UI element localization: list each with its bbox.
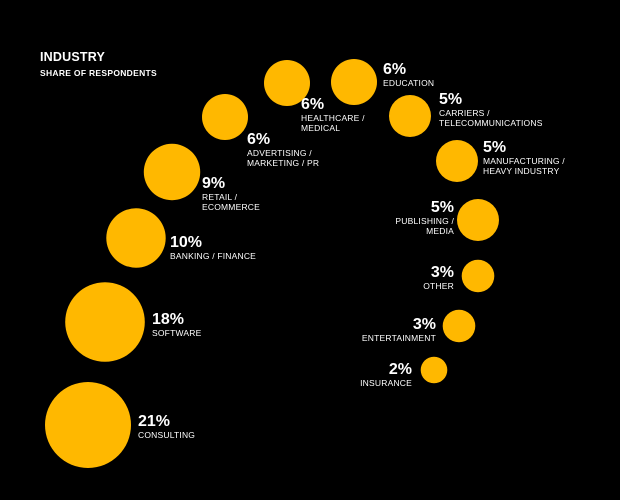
chart-subtitle: SHARE OF RESPONDENTS — [40, 68, 157, 78]
category-label-manufacturing-heavy-industry: MANUFACTURING / — [483, 156, 565, 166]
category-label-banking-finance: BANKING / FINANCE — [170, 251, 256, 261]
bubble-retail-ecommerce — [143, 143, 201, 201]
category-label-education: EDUCATION — [383, 78, 434, 88]
category-label-software: SOFTWARE — [152, 328, 202, 338]
percent-label-advertising-marketing-pr: 6% — [247, 131, 270, 148]
category-label-publishing-media: MEDIA — [426, 226, 454, 236]
category-label-consulting: CONSULTING — [138, 430, 195, 440]
bubble-banking-finance — [106, 208, 166, 268]
category-label-publishing-media: PUBLISHING / — [395, 216, 454, 226]
bubble-insurance — [420, 356, 448, 384]
percent-label-education: 6% — [383, 61, 406, 78]
bubble-healthcare-medical — [264, 60, 310, 106]
percent-label-retail-ecommerce: 9% — [202, 175, 225, 192]
percent-label-insurance: 2% — [389, 361, 412, 378]
percent-label-manufacturing-heavy-industry: 5% — [483, 139, 506, 156]
bubble-consulting — [45, 382, 131, 468]
percent-label-publishing-media: 5% — [431, 199, 454, 216]
category-label-other: OTHER — [423, 281, 454, 291]
bubble-carriers-telecommunications — [389, 95, 431, 137]
category-label-insurance: INSURANCE — [360, 378, 412, 388]
category-label-healthcare-medical: HEALTHCARE / — [301, 113, 365, 123]
bubble-software — [65, 282, 145, 362]
percent-label-carriers-telecommunications: 5% — [439, 91, 462, 108]
percent-label-consulting: 21% — [138, 413, 170, 430]
percent-label-banking-finance: 10% — [170, 234, 202, 251]
category-label-healthcare-medical: MEDICAL — [301, 123, 340, 133]
bubble-advertising-marketing-pr — [202, 94, 248, 140]
percent-label-other: 3% — [431, 264, 454, 281]
category-label-entertainment: ENTERTAINMENT — [362, 333, 436, 343]
category-label-retail-ecommerce: RETAIL / — [202, 192, 238, 202]
chart-title: INDUSTRY — [40, 50, 106, 64]
percent-label-healthcare-medical: 6% — [301, 96, 324, 113]
category-label-manufacturing-heavy-industry: HEAVY INDUSTRY — [483, 166, 560, 176]
bubble-entertainment — [442, 309, 476, 343]
category-label-advertising-marketing-pr: MARKETING / PR — [247, 158, 319, 168]
category-label-carriers-telecommunications: TELECOMMUNICATIONS — [439, 118, 543, 128]
bubble-publishing-media — [457, 199, 499, 241]
category-label-retail-ecommerce: ECOMMERCE — [202, 202, 260, 212]
bubble-other — [461, 259, 495, 293]
bubble-education — [331, 59, 377, 105]
category-label-advertising-marketing-pr: ADVERTISING / — [247, 148, 312, 158]
percent-label-entertainment: 3% — [413, 316, 436, 333]
category-label-carriers-telecommunications: CARRIERS / — [439, 108, 490, 118]
percent-label-software: 18% — [152, 311, 184, 328]
bubble-manufacturing-heavy-industry — [436, 140, 478, 182]
